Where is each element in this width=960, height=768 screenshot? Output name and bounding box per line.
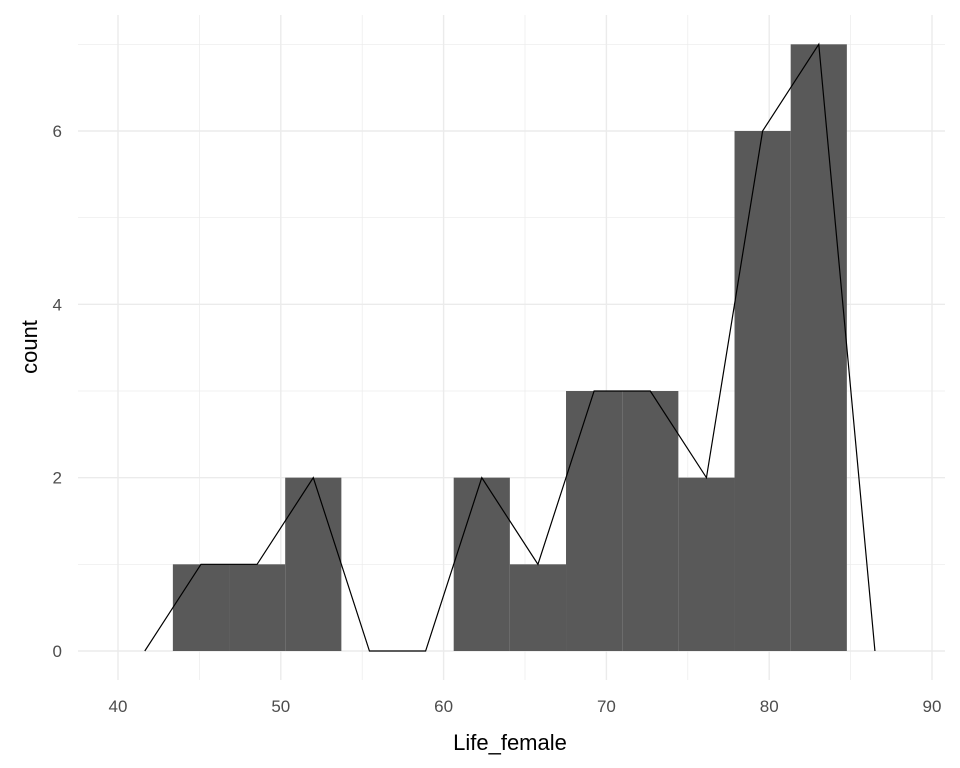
- x-tick-label: 40: [109, 697, 128, 716]
- histogram-bar: [622, 391, 679, 651]
- frequency-polygon: [144, 42, 876, 652]
- x-axis-label: Life_female: [453, 730, 567, 755]
- histogram-bar: [229, 564, 286, 651]
- bars: [172, 44, 847, 652]
- y-axis-label: count: [17, 320, 42, 374]
- y-tick-label: 6: [53, 122, 62, 141]
- x-tick-label: 60: [434, 697, 453, 716]
- y-tick-label: 0: [53, 642, 62, 661]
- histogram-bar: [172, 564, 230, 651]
- x-tick-label: 70: [597, 697, 616, 716]
- y-ticks: 0 2 4 6: [53, 122, 62, 661]
- y-tick-label: 4: [53, 295, 62, 314]
- x-tick-label: 90: [923, 697, 942, 716]
- histogram-bar: [734, 131, 791, 651]
- histogram-bar: [285, 477, 342, 651]
- x-tick-label: 80: [760, 697, 779, 716]
- x-ticks: 40 50 60 70 80 90: [109, 697, 942, 716]
- x-tick-label: 50: [271, 697, 290, 716]
- histogram-bar: [509, 564, 567, 651]
- histogram-bar: [678, 477, 735, 651]
- histogram-bar: [453, 477, 510, 651]
- frequency-polygon-line: [144, 42, 876, 652]
- histogram-bar: [566, 391, 623, 651]
- y-tick-label: 2: [53, 469, 62, 488]
- histogram-bar: [790, 44, 847, 652]
